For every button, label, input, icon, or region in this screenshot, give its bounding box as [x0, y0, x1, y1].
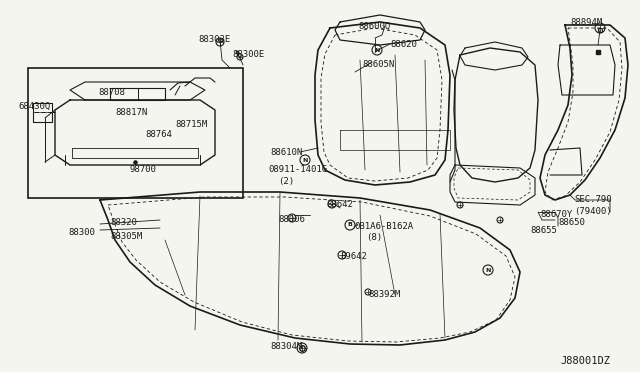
- Text: 88303E: 88303E: [198, 35, 230, 44]
- Text: 88300: 88300: [68, 228, 95, 237]
- Text: 88305M: 88305M: [110, 232, 142, 241]
- Text: 0B1A6-B162A: 0B1A6-B162A: [354, 222, 413, 231]
- Text: 88894M: 88894M: [570, 18, 602, 27]
- Text: 88605N: 88605N: [362, 60, 394, 69]
- Text: 88715M: 88715M: [175, 120, 207, 129]
- Text: 88650: 88650: [558, 218, 585, 227]
- Text: 88304M: 88304M: [270, 342, 302, 351]
- Text: 88610N: 88610N: [270, 148, 302, 157]
- Text: 98700: 98700: [130, 165, 157, 174]
- Text: 88764: 88764: [145, 130, 172, 139]
- Text: 88300E: 88300E: [232, 50, 264, 59]
- Text: N: N: [302, 157, 308, 163]
- Text: 08911-1401G: 08911-1401G: [268, 165, 327, 174]
- Text: 68430Q: 68430Q: [18, 102, 51, 111]
- Text: 88655: 88655: [530, 226, 557, 235]
- Text: 88600Q: 88600Q: [358, 22, 390, 31]
- Text: 88670Y: 88670Y: [540, 210, 572, 219]
- Text: (79400): (79400): [574, 207, 612, 216]
- Text: SEC.790: SEC.790: [574, 195, 612, 204]
- Text: 88817N: 88817N: [115, 108, 147, 117]
- Text: N: N: [374, 48, 380, 52]
- Text: 88006: 88006: [278, 215, 305, 224]
- Text: 88392M: 88392M: [368, 290, 400, 299]
- Text: 88642: 88642: [326, 200, 353, 209]
- Text: J88001DZ: J88001DZ: [560, 356, 610, 366]
- Text: 88708: 88708: [98, 88, 125, 97]
- Text: 89642: 89642: [340, 252, 367, 261]
- Text: 88320: 88320: [110, 218, 137, 227]
- Text: 88620: 88620: [390, 40, 417, 49]
- Text: B: B: [348, 222, 353, 228]
- Bar: [28, 68, 243, 198]
- Text: N: N: [485, 267, 491, 273]
- Text: (2): (2): [278, 177, 294, 186]
- Text: (8): (8): [366, 233, 382, 242]
